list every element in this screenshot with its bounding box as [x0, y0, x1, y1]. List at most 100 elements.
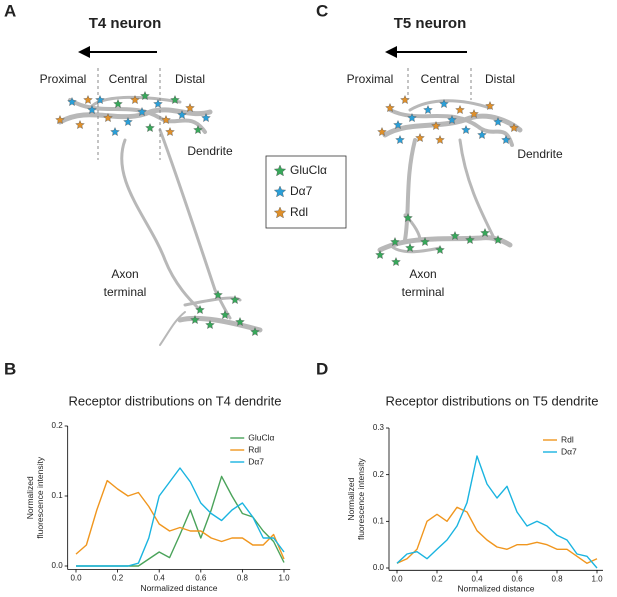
- receptor-star: [195, 304, 205, 315]
- receptor-star: [113, 98, 123, 109]
- receptor-star: [87, 104, 97, 115]
- x-tick-label: 0.4: [154, 574, 166, 583]
- x-tick-label: 0.0: [70, 574, 82, 583]
- x-tick-label: 0.6: [195, 574, 207, 583]
- neurite: [120, 138, 202, 312]
- receptor-star: [375, 249, 385, 260]
- receptor-star: [123, 116, 133, 127]
- axon-label: Axon: [409, 267, 436, 281]
- data-line: [76, 475, 285, 567]
- data-line: [396, 455, 598, 569]
- y-tick-label: 0.1: [373, 516, 385, 525]
- neurite: [177, 315, 263, 333]
- receptor-star: [485, 100, 495, 111]
- x-axis-label: Normalized distance: [140, 583, 217, 593]
- arrow-head: [385, 46, 397, 58]
- receptor-star: [493, 234, 503, 245]
- receptor-star: [273, 206, 287, 219]
- legend-label: GluClα: [248, 432, 274, 442]
- y-tick-label: 0.0: [52, 561, 64, 570]
- receptor-star: [273, 164, 287, 177]
- neurite: [213, 288, 232, 320]
- y-tick-label: 0.1: [52, 491, 64, 500]
- receptor-star: [439, 98, 449, 109]
- receptor-star: [435, 244, 445, 255]
- region-label: Distal: [485, 72, 515, 86]
- receptor-star: [377, 126, 387, 137]
- y-axis-label: Normalized: [346, 477, 356, 520]
- receptor-star: [469, 108, 479, 119]
- neurite: [377, 235, 513, 253]
- receptor-star: [165, 126, 175, 137]
- receptor-star: [423, 104, 433, 115]
- receptor-star: [405, 242, 415, 253]
- receptor-legend-label: Dα7: [290, 184, 313, 198]
- legend-label: Dα7: [561, 446, 577, 456]
- x-tick-label: 0.4: [471, 574, 483, 583]
- receptor-star: [395, 134, 405, 145]
- receptor-star: [415, 132, 425, 143]
- receptor-star: [83, 94, 93, 105]
- receptor-star: [493, 116, 503, 127]
- chart-title: Receptor distributions on T4 dendrite: [69, 393, 282, 408]
- legend-label: Dα7: [248, 456, 264, 466]
- receptor-star: [130, 94, 140, 105]
- receptor-star: [435, 134, 445, 145]
- neurite: [159, 311, 186, 346]
- y-axis-label: fluorescence intensity: [35, 456, 45, 538]
- receptor-star: [385, 102, 395, 113]
- panel-label: A: [4, 1, 16, 20]
- axon-label: Axon: [111, 267, 138, 281]
- receptor-star: [235, 316, 245, 327]
- neurite: [382, 113, 523, 138]
- receptor-star: [273, 185, 287, 198]
- receptor-star: [185, 102, 195, 113]
- receptor-star: [145, 122, 155, 133]
- y-tick-label: 0.2: [373, 470, 385, 479]
- data-line: [76, 467, 285, 567]
- receptor-star: [391, 256, 401, 267]
- receptor-star: [161, 114, 171, 125]
- neurite: [403, 138, 417, 242]
- receptor-star: [447, 114, 457, 125]
- receptor-star: [420, 236, 430, 247]
- dendrite-label: Dendrite: [517, 147, 563, 161]
- receptor-star: [213, 289, 223, 300]
- receptor-star: [75, 119, 85, 130]
- receptor-star: [465, 234, 475, 245]
- receptor-star: [190, 314, 200, 325]
- receptor-star: [220, 309, 230, 320]
- receptor-star: [455, 104, 465, 115]
- receptor-star: [140, 90, 150, 101]
- neuron-title: T5 neuron: [394, 15, 467, 32]
- x-tick-label: 1.0: [591, 574, 603, 583]
- chart-title: Receptor distributions on T5 dendrite: [386, 393, 599, 408]
- receptor-star: [250, 326, 260, 337]
- receptor-star: [407, 112, 417, 123]
- neurite: [158, 128, 217, 292]
- receptor-legend-label: GluClα: [290, 163, 327, 177]
- x-tick-label: 0.0: [391, 574, 403, 583]
- receptor-star: [153, 98, 163, 109]
- y-tick-label: 0.0: [373, 563, 385, 572]
- x-tick-label: 0.8: [237, 574, 249, 583]
- receptor-star: [393, 119, 403, 130]
- dendrite-label: Dendrite: [187, 144, 233, 158]
- legend-label: Rdl: [248, 444, 261, 454]
- receptor-star: [67, 96, 77, 107]
- receptor-star: [450, 230, 460, 241]
- receptor-star: [480, 227, 490, 238]
- neurite: [458, 138, 497, 242]
- data-line: [396, 506, 598, 564]
- region-label: Central: [421, 72, 460, 86]
- receptor-star: [403, 212, 413, 223]
- receptor-star: [193, 124, 203, 135]
- region-label: Distal: [175, 72, 205, 86]
- axon-label: terminal: [104, 285, 147, 299]
- y-axis-label: fluorescence intensity: [356, 458, 366, 540]
- legend-label: Rdl: [561, 434, 574, 444]
- receptor-star: [431, 120, 441, 131]
- receptor-star: [205, 319, 215, 330]
- panel-label: B: [4, 359, 16, 378]
